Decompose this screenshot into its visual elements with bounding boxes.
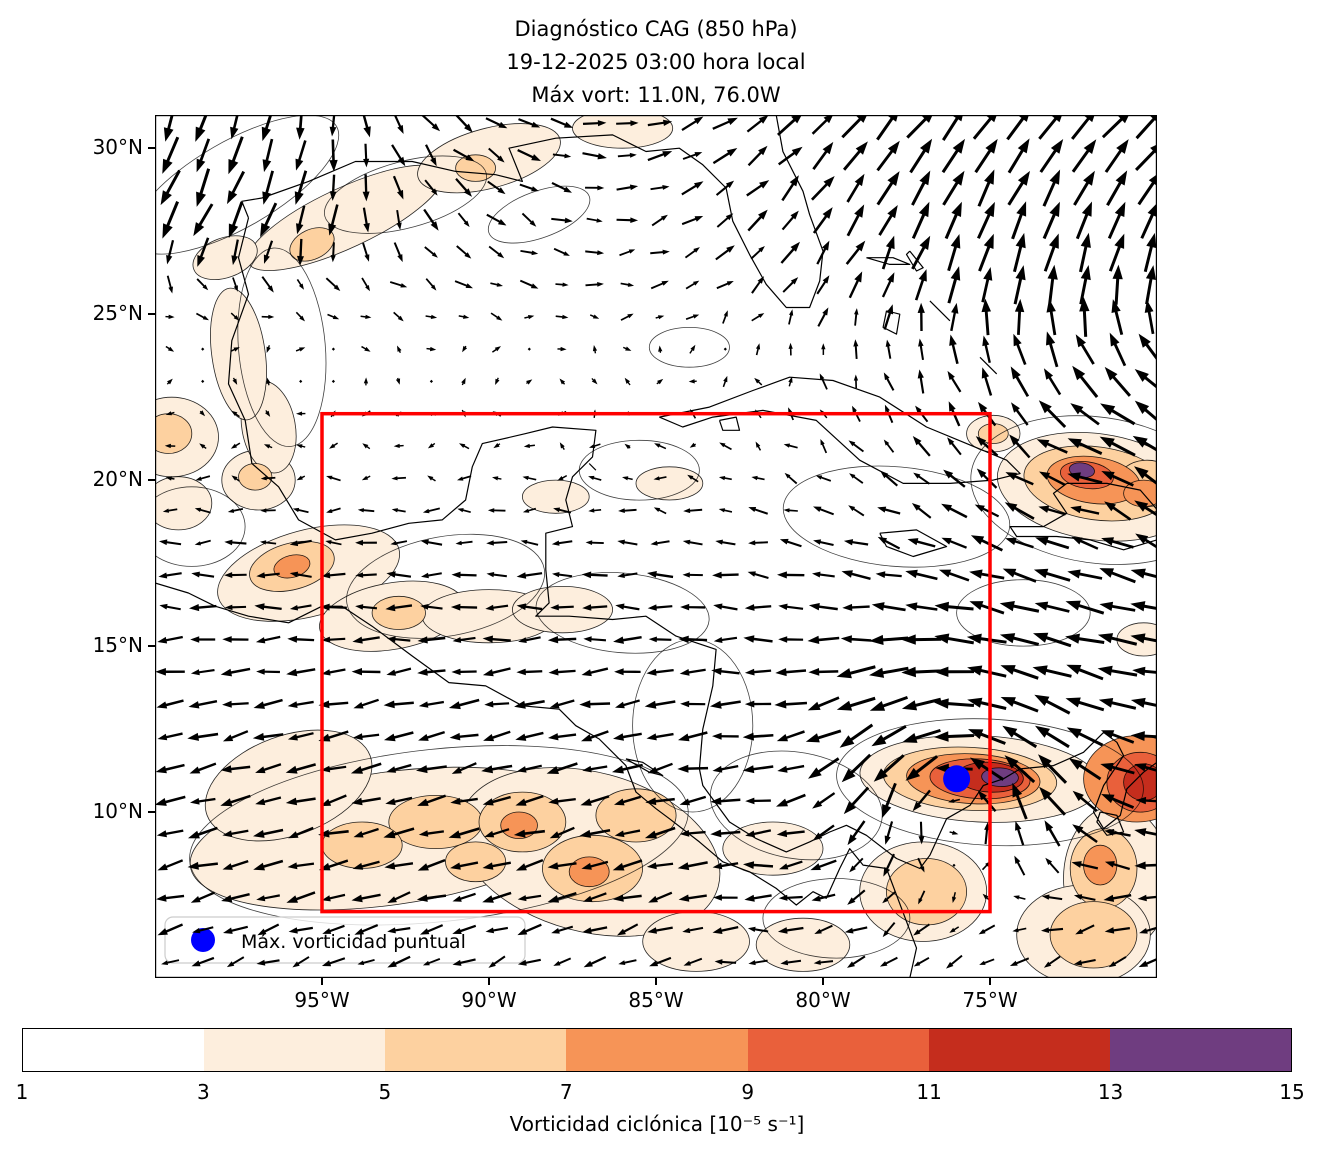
vorticity-blob <box>572 108 674 149</box>
vorticity-blob <box>511 585 613 634</box>
x-tick-label: 95°W <box>294 988 350 1012</box>
vorticity-contour-ring <box>836 718 1144 847</box>
vorticity-blob <box>238 463 273 491</box>
vorticity-blob <box>635 466 704 501</box>
vorticity-blob <box>321 821 403 869</box>
vorticity-contour-ring <box>487 185 591 244</box>
x-tick-mark <box>989 978 991 985</box>
vorticity-blob <box>371 595 426 630</box>
x-tick-label: 75°W <box>962 988 1018 1012</box>
vorticity-blob <box>568 856 610 888</box>
axes-frame <box>155 115 1157 978</box>
legend-label: Máx. vorticidad puntual <box>241 931 466 953</box>
colorbar-tick-label: 3 <box>197 1080 210 1104</box>
title-block: Diagnóstico CAG (850 hPa) 19-12-2025 03:… <box>155 13 1157 112</box>
vorticity-blob <box>445 841 507 883</box>
vorticity-blob <box>755 917 851 972</box>
y-tick-label: 10°N <box>92 799 143 824</box>
x-tick-mark <box>655 978 657 985</box>
colorbar-tick-label: 7 <box>559 1080 573 1104</box>
coastlines <box>154 114 1191 979</box>
colorbar-tick-label: 1 <box>15 1080 29 1104</box>
analysis-box-rect <box>320 411 992 914</box>
vorticity-contour-ring <box>709 750 883 861</box>
vorticity-blob <box>455 154 497 182</box>
colorbar-tick-label: 9 <box>741 1080 755 1104</box>
map-axes: Máx. vorticidad puntual <box>124 104 1224 985</box>
vorticity-contour-fill <box>124 108 1197 985</box>
colorbar-segment <box>385 1029 567 1071</box>
vorticity-contour-ring <box>956 579 1091 647</box>
y-tick-label: 30°N <box>92 135 143 160</box>
colorbar-segment <box>204 1029 386 1071</box>
y-tick-mark <box>148 313 155 316</box>
colorbar-segment <box>566 1029 748 1071</box>
y-tick-label: 20°N <box>92 467 143 492</box>
colorbar-tick-label: 11 <box>916 1080 942 1104</box>
vorticity-blob <box>1049 901 1138 969</box>
y-tick-mark <box>148 479 155 482</box>
max-vorticity-marker <box>943 765 971 793</box>
vorticity-contour-ring <box>346 533 546 639</box>
chart-subtitle-maxvort: Máx vort: 11.0N, 76.0W <box>531 83 781 107</box>
vorticity-blob <box>210 287 267 421</box>
x-tick-mark <box>488 978 490 985</box>
max-vorticity-dot <box>943 765 971 793</box>
colorbar-tick-label: 5 <box>378 1080 392 1104</box>
x-tick-mark <box>321 978 323 985</box>
colorbar-segment <box>747 1029 929 1071</box>
x-tick-label: 85°W <box>628 988 684 1012</box>
vorticity-contour-ring <box>762 878 911 959</box>
colorbar-tick-label: 13 <box>1097 1080 1124 1104</box>
chart-title: Diagnóstico CAG (850 hPa) <box>514 17 798 41</box>
colorbar-tick-label: 15 <box>1279 1080 1305 1104</box>
legend-marker-dot-icon <box>191 928 215 952</box>
x-tick-label: 90°W <box>461 988 517 1012</box>
vorticity-blob <box>521 479 590 514</box>
vorticity-contour-ring <box>237 247 327 447</box>
vorticity-blob <box>144 476 213 531</box>
chart-subtitle-datetime: 19-12-2025 03:00 hora local <box>506 50 806 74</box>
y-tick-mark <box>148 645 155 648</box>
y-tick-mark <box>148 811 155 814</box>
vorticity-blob <box>886 858 968 926</box>
y-tick-mark <box>148 147 155 150</box>
colorbar-segment <box>23 1029 205 1071</box>
vorticity-contour-ring <box>535 572 710 654</box>
vorticity-contour-ring <box>323 155 488 234</box>
x-tick-label: 80°W <box>795 988 851 1012</box>
vorticity-contour-ring <box>632 639 754 813</box>
vorticity-contour-ring <box>648 327 730 368</box>
map-plot: Máx. vorticidad puntual <box>124 104 1224 985</box>
analysis-box <box>320 411 992 914</box>
colorbar-label: Vorticidad ciclónica [10⁻⁵ s⁻¹] <box>509 1112 805 1136</box>
y-tick-label: 25°N <box>92 301 143 326</box>
vorticity-blob <box>388 795 483 850</box>
vorticity-blob <box>273 554 311 579</box>
coastline-path <box>154 114 1191 979</box>
x-tick-mark <box>822 978 824 985</box>
vorticity-contour-ring <box>782 465 1011 568</box>
colorbar-segment <box>928 1029 1110 1071</box>
y-tick-label: 15°N <box>92 633 143 658</box>
colorbar-segment <box>1109 1029 1291 1071</box>
legend: Máx. vorticidad puntual <box>164 916 526 964</box>
colorbar <box>22 1028 1292 1072</box>
